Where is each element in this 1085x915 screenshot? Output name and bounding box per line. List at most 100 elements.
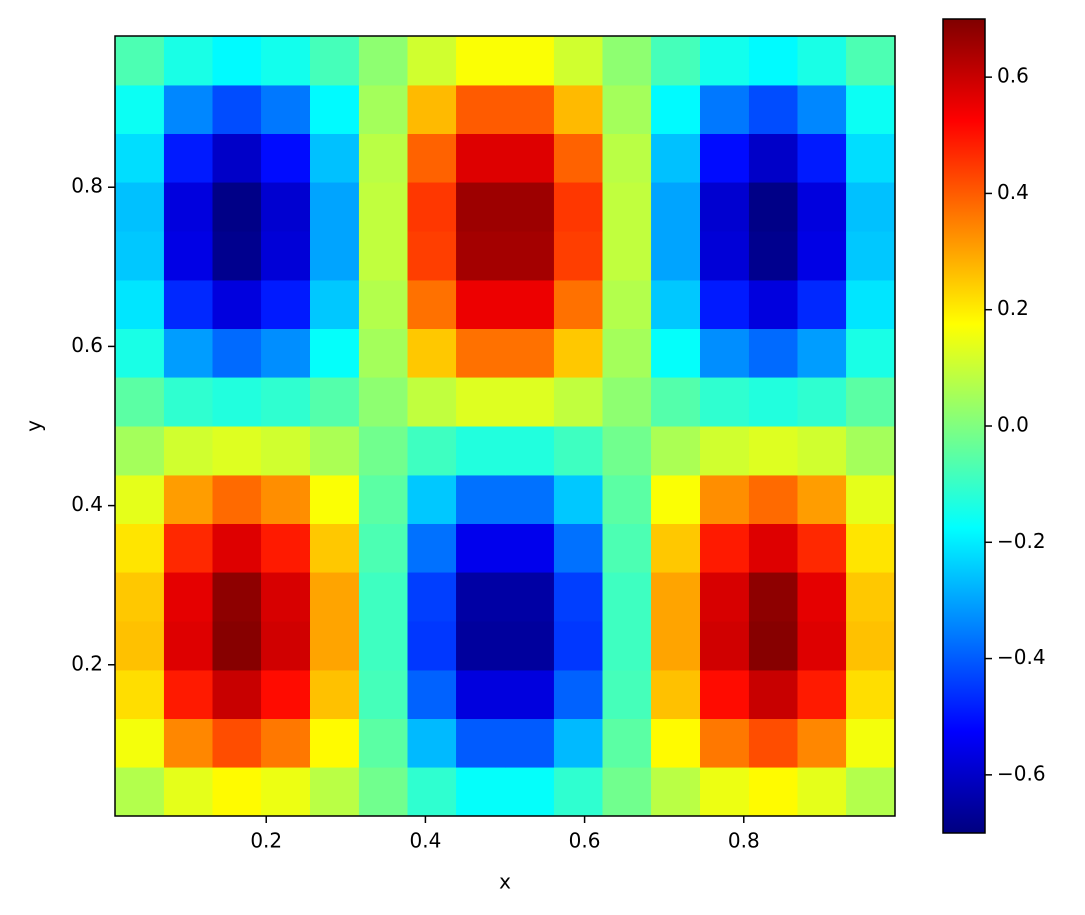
heatmap-cell: [212, 377, 262, 427]
heatmap-cell: [700, 718, 750, 768]
heatmap-cell: [310, 328, 360, 378]
heatmap-cell: [846, 231, 896, 281]
heatmap-cell: [651, 84, 701, 134]
heatmap-cell: [700, 669, 750, 719]
heatmap-cell: [261, 36, 311, 86]
heatmap-cell: [748, 426, 798, 476]
heatmap-cell: [748, 523, 798, 573]
heatmap-cell: [407, 182, 457, 232]
heatmap-cell: [602, 377, 652, 427]
heatmap-cell: [651, 767, 701, 817]
heatmap-cell: [797, 474, 847, 524]
heatmap-cell: [358, 328, 408, 378]
heatmap-cell: [261, 133, 311, 183]
heatmap-cell: [700, 474, 750, 524]
heatmap-cell: [358, 231, 408, 281]
heatmap-cell: [163, 523, 213, 573]
heatmap-cell: [700, 767, 750, 817]
heatmap-cell: [748, 328, 798, 378]
heatmap-cell: [700, 231, 750, 281]
heatmap-cell: [553, 669, 603, 719]
heatmap-cell: [163, 767, 213, 817]
heatmap-cell: [456, 279, 506, 329]
heatmap-cell: [505, 767, 555, 817]
x-tick-label: 0.2: [250, 829, 282, 853]
heatmap-cell: [700, 36, 750, 86]
heatmap-cell: [456, 669, 506, 719]
heatmap-cell: [846, 328, 896, 378]
heatmap-cell: [407, 669, 457, 719]
heatmap-cell: [700, 133, 750, 183]
heatmap-cell: [602, 36, 652, 86]
heatmap-cell: [407, 377, 457, 427]
heatmap-cell: [748, 669, 798, 719]
heatmap-cell: [456, 182, 506, 232]
heatmap-cell: [602, 231, 652, 281]
heatmap-cell: [700, 328, 750, 378]
heatmap-cell: [163, 328, 213, 378]
heatmap-cell: [163, 669, 213, 719]
heatmap-cell: [407, 426, 457, 476]
heatmap-cell: [700, 84, 750, 134]
heatmap-cell: [456, 718, 506, 768]
heatmap-cell: [505, 231, 555, 281]
heatmap-cell: [651, 377, 701, 427]
heatmap-cell: [358, 572, 408, 622]
heatmap-cell: [846, 669, 896, 719]
heatmap-cell: [748, 767, 798, 817]
heatmap-cell: [700, 182, 750, 232]
heatmap-cell: [456, 231, 506, 281]
heatmap-cell: [748, 474, 798, 524]
heatmap-cell: [407, 231, 457, 281]
heatmap-cell: [700, 523, 750, 573]
heatmap-cell: [358, 84, 408, 134]
heatmap-cell: [163, 231, 213, 281]
heatmap-cell: [310, 182, 360, 232]
heatmap-cell: [651, 572, 701, 622]
heatmap-cell: [651, 669, 701, 719]
heatmap-cell: [553, 621, 603, 671]
heatmap-cell: [651, 36, 701, 86]
heatmap-cell: [505, 328, 555, 378]
heatmap-cell: [700, 279, 750, 329]
heatmap-cell: [310, 426, 360, 476]
heatmap-cell: [651, 279, 701, 329]
heatmap-cell: [358, 377, 408, 427]
heatmap-cell: [358, 718, 408, 768]
heatmap-cell: [358, 426, 408, 476]
heatmap: [115, 36, 896, 817]
heatmap-cell: [846, 572, 896, 622]
heatmap-cell: [553, 84, 603, 134]
heatmap-cell: [261, 621, 311, 671]
heatmap-cell: [407, 767, 457, 817]
heatmap-cell: [797, 279, 847, 329]
heatmap-cell: [602, 84, 652, 134]
heatmap-cell: [651, 133, 701, 183]
x-tick-label: 0.4: [410, 829, 442, 853]
colorbar-tick-label: 0.4: [997, 180, 1029, 204]
colorbar-tick-label: −0.2: [997, 529, 1046, 553]
heatmap-cell: [797, 377, 847, 427]
heatmap-cell: [797, 718, 847, 768]
heatmap-cell: [115, 182, 165, 232]
heatmap-cell: [553, 474, 603, 524]
heatmap-cell: [407, 328, 457, 378]
heatmap-cell: [456, 36, 506, 86]
heatmap-cell: [358, 36, 408, 86]
heatmap-cell: [115, 669, 165, 719]
heatmap-cell: [748, 718, 798, 768]
heatmap-cell: [651, 231, 701, 281]
heatmap-cell: [358, 133, 408, 183]
heatmap-cell: [651, 718, 701, 768]
heatmap-cell: [505, 718, 555, 768]
heatmap-cell: [115, 36, 165, 86]
heatmap-cell: [748, 377, 798, 427]
heatmap-cell: [553, 767, 603, 817]
heatmap-cell: [553, 377, 603, 427]
heatmap-cell: [115, 523, 165, 573]
heatmap-cell: [310, 84, 360, 134]
heatmap-cell: [456, 572, 506, 622]
heatmap-cell: [797, 767, 847, 817]
heatmap-cell: [261, 231, 311, 281]
